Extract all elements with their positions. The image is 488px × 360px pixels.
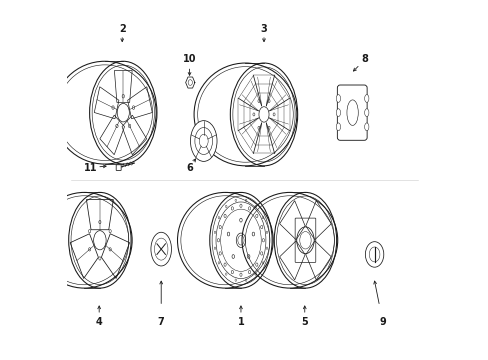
- Text: 10: 10: [183, 54, 196, 64]
- Text: 3: 3: [260, 24, 267, 34]
- Ellipse shape: [336, 95, 340, 102]
- Text: 1: 1: [237, 317, 244, 327]
- FancyBboxPatch shape: [337, 85, 366, 140]
- Text: 8: 8: [361, 54, 367, 64]
- Ellipse shape: [364, 109, 368, 117]
- Text: 2: 2: [119, 24, 125, 34]
- Ellipse shape: [364, 95, 368, 102]
- Ellipse shape: [336, 109, 340, 117]
- Text: 5: 5: [301, 317, 307, 327]
- Text: 6: 6: [186, 163, 193, 172]
- Ellipse shape: [151, 232, 171, 266]
- Text: 4: 4: [96, 317, 102, 327]
- Text: 11: 11: [83, 163, 97, 172]
- FancyBboxPatch shape: [116, 165, 121, 170]
- Ellipse shape: [365, 242, 383, 267]
- Ellipse shape: [364, 123, 368, 131]
- Ellipse shape: [190, 121, 217, 161]
- Ellipse shape: [336, 123, 340, 131]
- Polygon shape: [185, 77, 195, 88]
- Text: 7: 7: [158, 317, 164, 327]
- Text: 9: 9: [379, 317, 386, 327]
